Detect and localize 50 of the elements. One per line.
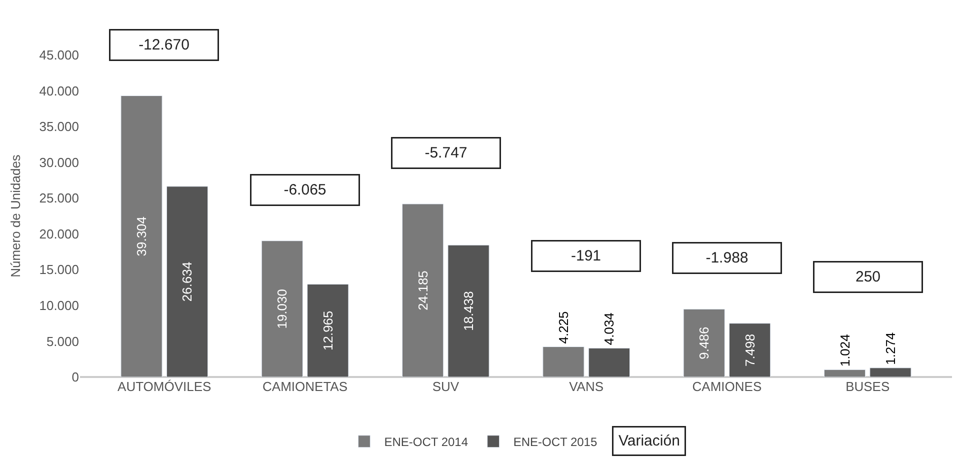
annotation: 250	[855, 268, 881, 286]
annotation: -5.747	[424, 144, 468, 162]
data-label: 19.030	[274, 289, 290, 329]
annotation: -1.988	[706, 250, 748, 266]
y-tick-label: 0	[72, 370, 79, 385]
data-label: 1.024	[837, 334, 852, 367]
data-label: 18.438	[461, 291, 476, 331]
y-tick-label: 25.000	[39, 190, 79, 206]
x-tick-label: CAMIONETAS	[262, 379, 348, 394]
data-label: 24.185	[415, 270, 430, 310]
bar	[261, 240, 303, 377]
text: -12.670	[138, 36, 190, 54]
x-tick-label: BUSES	[846, 379, 890, 394]
bar	[683, 308, 725, 377]
legend-label: ENE-OCT 2014	[384, 435, 468, 450]
y-tick-label: 20.000	[39, 226, 79, 242]
bar	[448, 244, 490, 377]
bar	[402, 204, 444, 377]
x-tick-label: CAMIONES	[692, 379, 762, 394]
bar	[729, 323, 771, 377]
text: Variación	[618, 432, 680, 450]
legend-label: ENE-OCT 2015	[513, 435, 598, 450]
y-tick-label: 10.000	[39, 298, 79, 313]
y-tick-label: 40.000	[39, 83, 79, 98]
bar	[824, 369, 866, 377]
x-tick-label: SUV	[432, 379, 460, 394]
data-label: 1.274	[882, 332, 898, 365]
bar	[307, 284, 349, 377]
bar	[120, 96, 162, 377]
bar	[588, 348, 630, 377]
bar	[166, 186, 208, 377]
y-tick-label: 35.000	[39, 119, 79, 134]
y-axis-title: Número de Unidades	[8, 154, 24, 278]
x-tick-label: VANS	[569, 379, 604, 394]
data-label: 12.965	[320, 310, 336, 350]
y-tick-label: 45.000	[39, 48, 79, 63]
annotation: -6.065	[284, 182, 326, 198]
y-tick-label: 15.000	[39, 262, 79, 278]
data-label: 9.486	[696, 326, 712, 360]
data-label: 39.304	[134, 216, 150, 256]
y-tick-label: 5.000	[46, 334, 79, 349]
bar	[870, 368, 912, 377]
data-label: 26.634	[180, 262, 195, 302]
bar	[542, 346, 584, 377]
y-tick-label: 30.000	[39, 154, 79, 170]
x-tick-label: AUTOMÓVILES	[118, 379, 212, 394]
data-label: 4.034	[602, 312, 617, 346]
data-label: 4.225	[556, 311, 571, 344]
data-label: 7.498	[742, 334, 758, 366]
annotation: -191	[570, 248, 602, 264]
